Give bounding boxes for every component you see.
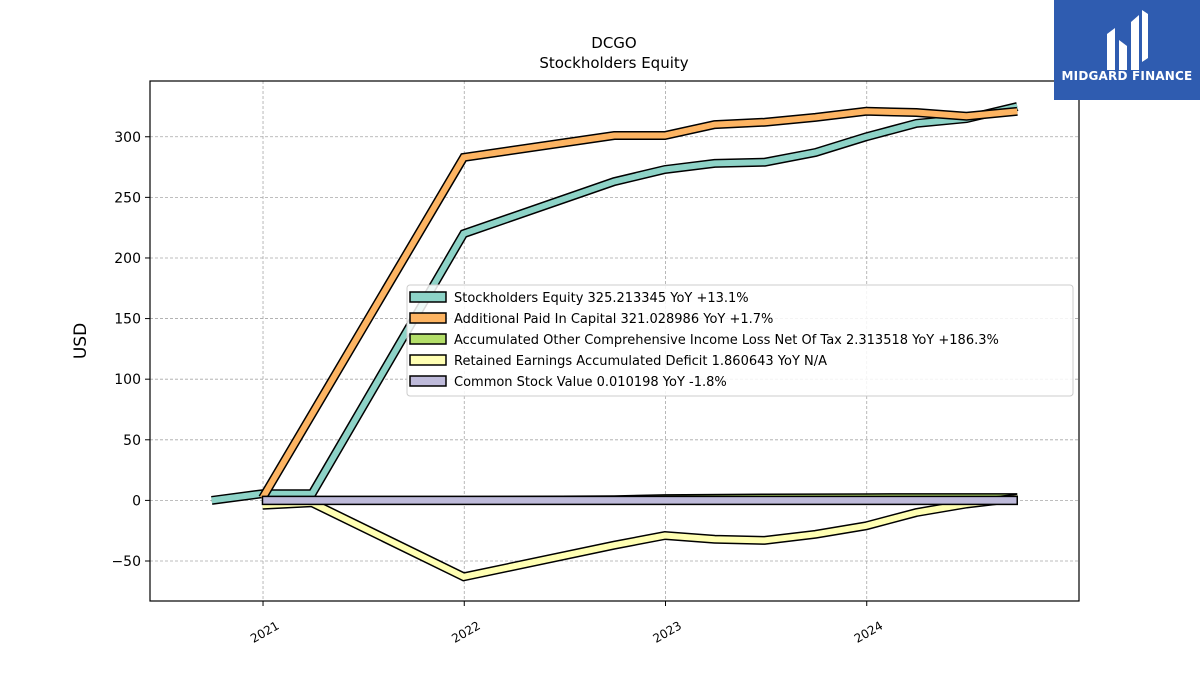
y-tick-label: −50	[111, 554, 141, 570]
chart-subtitle: Stockholders Equity	[539, 54, 688, 72]
series-layer	[211, 102, 1019, 582]
series-line	[211, 103, 1018, 504]
logo-text: MIDGARD FINANCE	[1062, 69, 1193, 83]
legend-entry: Additional Paid In Capital 321.028986 Yo…	[454, 312, 773, 327]
y-tick-label: 200	[114, 251, 141, 267]
series-retained-earnings-accumulated-deficit	[262, 493, 1018, 582]
legend-box	[406, 284, 1074, 397]
y-tick-label: 300	[114, 130, 141, 146]
series-line	[259, 108, 1018, 500]
logo: MIDGARD FINANCE	[1054, 0, 1200, 100]
y-tick-label: 100	[114, 372, 141, 388]
y-tick-label: 0	[132, 493, 141, 509]
legend-swatch	[409, 291, 447, 303]
plot-frame	[149, 80, 1080, 602]
legend-swatch	[409, 333, 447, 345]
legend: Stockholders Equity 325.213345 YoY +13.1…	[406, 284, 1074, 397]
chart-title: DCGO	[591, 34, 636, 52]
y-tick-label: 150	[114, 312, 141, 328]
legend-entry: Retained Earnings Accumulated Deficit 1.…	[454, 354, 827, 369]
legend-swatch	[409, 312, 447, 324]
y-axis-label: USD	[71, 323, 91, 359]
legend-entry: Stockholders Equity 325.213345 YoY +13.1…	[454, 291, 749, 306]
legend-swatch	[409, 375, 447, 387]
series-band	[261, 495, 1019, 506]
legend-entry: Common Stock Value 0.010198 YoY -1.8%	[454, 375, 727, 390]
legend-swatch	[409, 354, 447, 366]
series-line	[262, 495, 1018, 580]
y-tick-label: 50	[123, 433, 141, 449]
series-common-stock-value	[261, 495, 1019, 506]
series-stockholders-equity	[211, 102, 1019, 505]
series-additional-paid-in-capital	[258, 106, 1018, 501]
y-tick-label: 250	[114, 190, 141, 206]
logo-mark-icon	[1107, 10, 1148, 70]
legend-entry: Accumulated Other Comprehensive Income L…	[454, 333, 999, 348]
